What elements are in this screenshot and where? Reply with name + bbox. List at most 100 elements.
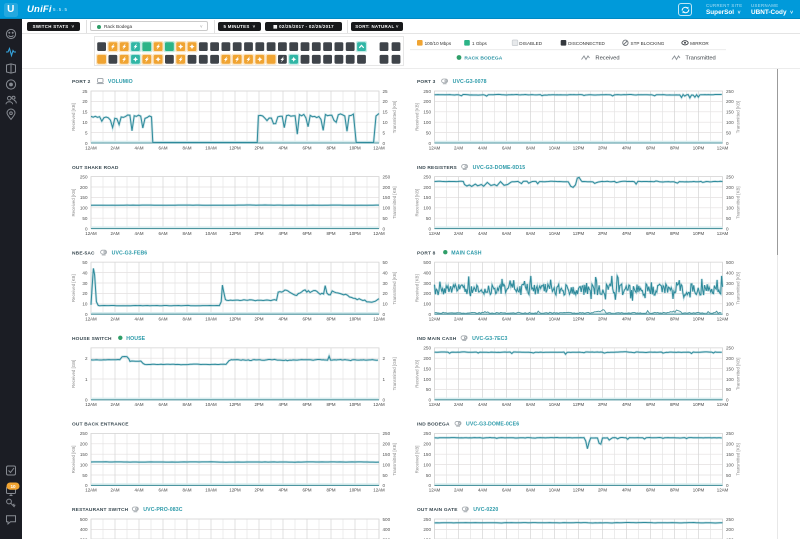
svg-text:10AM: 10AM [549, 402, 561, 407]
svg-text:PORT 2: PORT 2 [72, 79, 91, 85]
svg-text:4AM: 4AM [134, 317, 143, 322]
svg-text:12PM: 12PM [229, 145, 241, 150]
svg-text:100: 100 [726, 120, 734, 125]
svg-text:10AM: 10AM [205, 145, 217, 150]
svg-text:400: 400 [80, 527, 88, 532]
svg-text:12PM: 12PM [229, 231, 241, 236]
svg-text:UVC-G3-0078: UVC-G3-0078 [453, 79, 487, 85]
svg-text:4AM: 4AM [134, 145, 143, 150]
svg-text:10PM: 10PM [693, 231, 705, 236]
svg-text:250: 250 [80, 174, 88, 179]
svg-text:100: 100 [423, 120, 431, 125]
svg-text:RESTAURANT SWITCH: RESTAURANT SWITCH [72, 507, 129, 513]
svg-text:10PM: 10PM [349, 231, 361, 236]
svg-text:4AM: 4AM [478, 488, 487, 493]
svg-text:200: 200 [726, 442, 734, 447]
svg-text:Received: Received [595, 56, 619, 62]
svg-text:Transmitted [KB]: Transmitted [KB] [392, 186, 397, 219]
svg-text:10AM: 10AM [549, 317, 561, 322]
svg-text:4AM: 4AM [134, 402, 143, 407]
svg-text:8PM: 8PM [670, 402, 679, 407]
svg-text:300: 300 [423, 281, 431, 286]
svg-text:150: 150 [80, 452, 88, 457]
svg-text:2PM: 2PM [598, 402, 607, 407]
svg-text:0: 0 [726, 483, 729, 488]
svg-text:12PM: 12PM [573, 145, 585, 150]
svg-text:300: 300 [80, 538, 88, 539]
svg-text:100: 100 [423, 377, 431, 382]
svg-text:UVC-G3-FEB6: UVC-G3-FEB6 [112, 250, 148, 256]
svg-text:4AM: 4AM [478, 231, 487, 236]
svg-text:10PM: 10PM [693, 145, 705, 150]
svg-text:UVC-G3-DOME-0D15: UVC-G3-DOME-0D15 [473, 165, 526, 171]
svg-text:Received [GB]: Received [GB] [71, 360, 76, 388]
svg-text:6AM: 6AM [502, 231, 511, 236]
svg-text:5: 5 [85, 130, 88, 135]
svg-text:4AM: 4AM [134, 231, 143, 236]
svg-text:150: 150 [726, 110, 734, 115]
svg-text:200: 200 [423, 527, 431, 532]
svg-text:Received [KB]: Received [KB] [415, 360, 420, 388]
svg-text:PORT 3: PORT 3 [417, 79, 436, 85]
svg-text:200: 200 [80, 185, 88, 190]
svg-text:2AM: 2AM [110, 488, 119, 493]
svg-text:12AM: 12AM [373, 231, 385, 236]
svg-text:IND MAIN CASH: IND MAIN CASH [417, 336, 457, 342]
svg-text:10AM: 10AM [205, 231, 217, 236]
svg-text:12AM: 12AM [373, 488, 385, 493]
svg-text:400: 400 [726, 270, 734, 275]
svg-text:100: 100 [80, 206, 88, 211]
svg-text:2PM: 2PM [254, 231, 263, 236]
svg-text:250: 250 [383, 431, 391, 436]
svg-text:50: 50 [426, 387, 432, 392]
svg-text:6PM: 6PM [646, 402, 655, 407]
svg-text:25: 25 [82, 89, 88, 94]
svg-text:200: 200 [423, 185, 431, 190]
svg-text:Transmitted [KB]: Transmitted [KB] [392, 101, 397, 134]
svg-text:400: 400 [423, 270, 431, 275]
svg-text:6PM: 6PM [646, 231, 655, 236]
svg-text:Transmitted [KB]: Transmitted [KB] [736, 101, 741, 134]
svg-text:PORT 8: PORT 8 [417, 250, 436, 256]
svg-text:12PM: 12PM [229, 402, 241, 407]
svg-text:NBE-5AC: NBE-5AC [72, 250, 95, 256]
svg-text:6PM: 6PM [302, 317, 311, 322]
svg-text:10AM: 10AM [205, 402, 217, 407]
svg-text:150: 150 [423, 195, 431, 200]
svg-text:2PM: 2PM [598, 145, 607, 150]
svg-text:200: 200 [726, 291, 734, 296]
svg-text:MIRROR: MIRROR [690, 41, 709, 46]
svg-text:8PM: 8PM [326, 488, 335, 493]
svg-text:50: 50 [383, 473, 389, 478]
svg-text:12AM: 12AM [429, 402, 441, 407]
svg-text:4PM: 4PM [278, 402, 287, 407]
svg-text:10AM: 10AM [549, 488, 561, 493]
svg-text:8AM: 8AM [526, 488, 535, 493]
svg-text:12AM: 12AM [85, 317, 97, 322]
svg-text:20: 20 [383, 99, 389, 104]
svg-text:0: 0 [726, 226, 729, 231]
svg-text:1 Gbps: 1 Gbps [472, 41, 488, 46]
svg-text:250: 250 [726, 431, 734, 436]
svg-text:200: 200 [423, 99, 431, 104]
svg-text:6AM: 6AM [158, 145, 167, 150]
svg-text:250: 250 [726, 89, 734, 94]
svg-text:12AM: 12AM [85, 231, 97, 236]
svg-text:12AM: 12AM [85, 402, 97, 407]
svg-text:250: 250 [423, 431, 431, 436]
svg-text:VOLUMIO: VOLUMIO [108, 79, 133, 85]
svg-text:2PM: 2PM [598, 231, 607, 236]
svg-text:100: 100 [80, 462, 88, 467]
svg-text:HOUSE SWITCH: HOUSE SWITCH [72, 336, 112, 342]
svg-text:2: 2 [383, 356, 386, 361]
svg-text:6AM: 6AM [502, 402, 511, 407]
svg-text:8PM: 8PM [326, 145, 335, 150]
svg-text:0: 0 [428, 226, 431, 231]
svg-text:2PM: 2PM [254, 145, 263, 150]
svg-text:12AM: 12AM [373, 317, 385, 322]
svg-text:15: 15 [383, 110, 389, 115]
svg-text:200: 200 [726, 356, 734, 361]
svg-text:100: 100 [423, 302, 431, 307]
svg-text:250: 250 [383, 174, 391, 179]
svg-text:2PM: 2PM [254, 317, 263, 322]
